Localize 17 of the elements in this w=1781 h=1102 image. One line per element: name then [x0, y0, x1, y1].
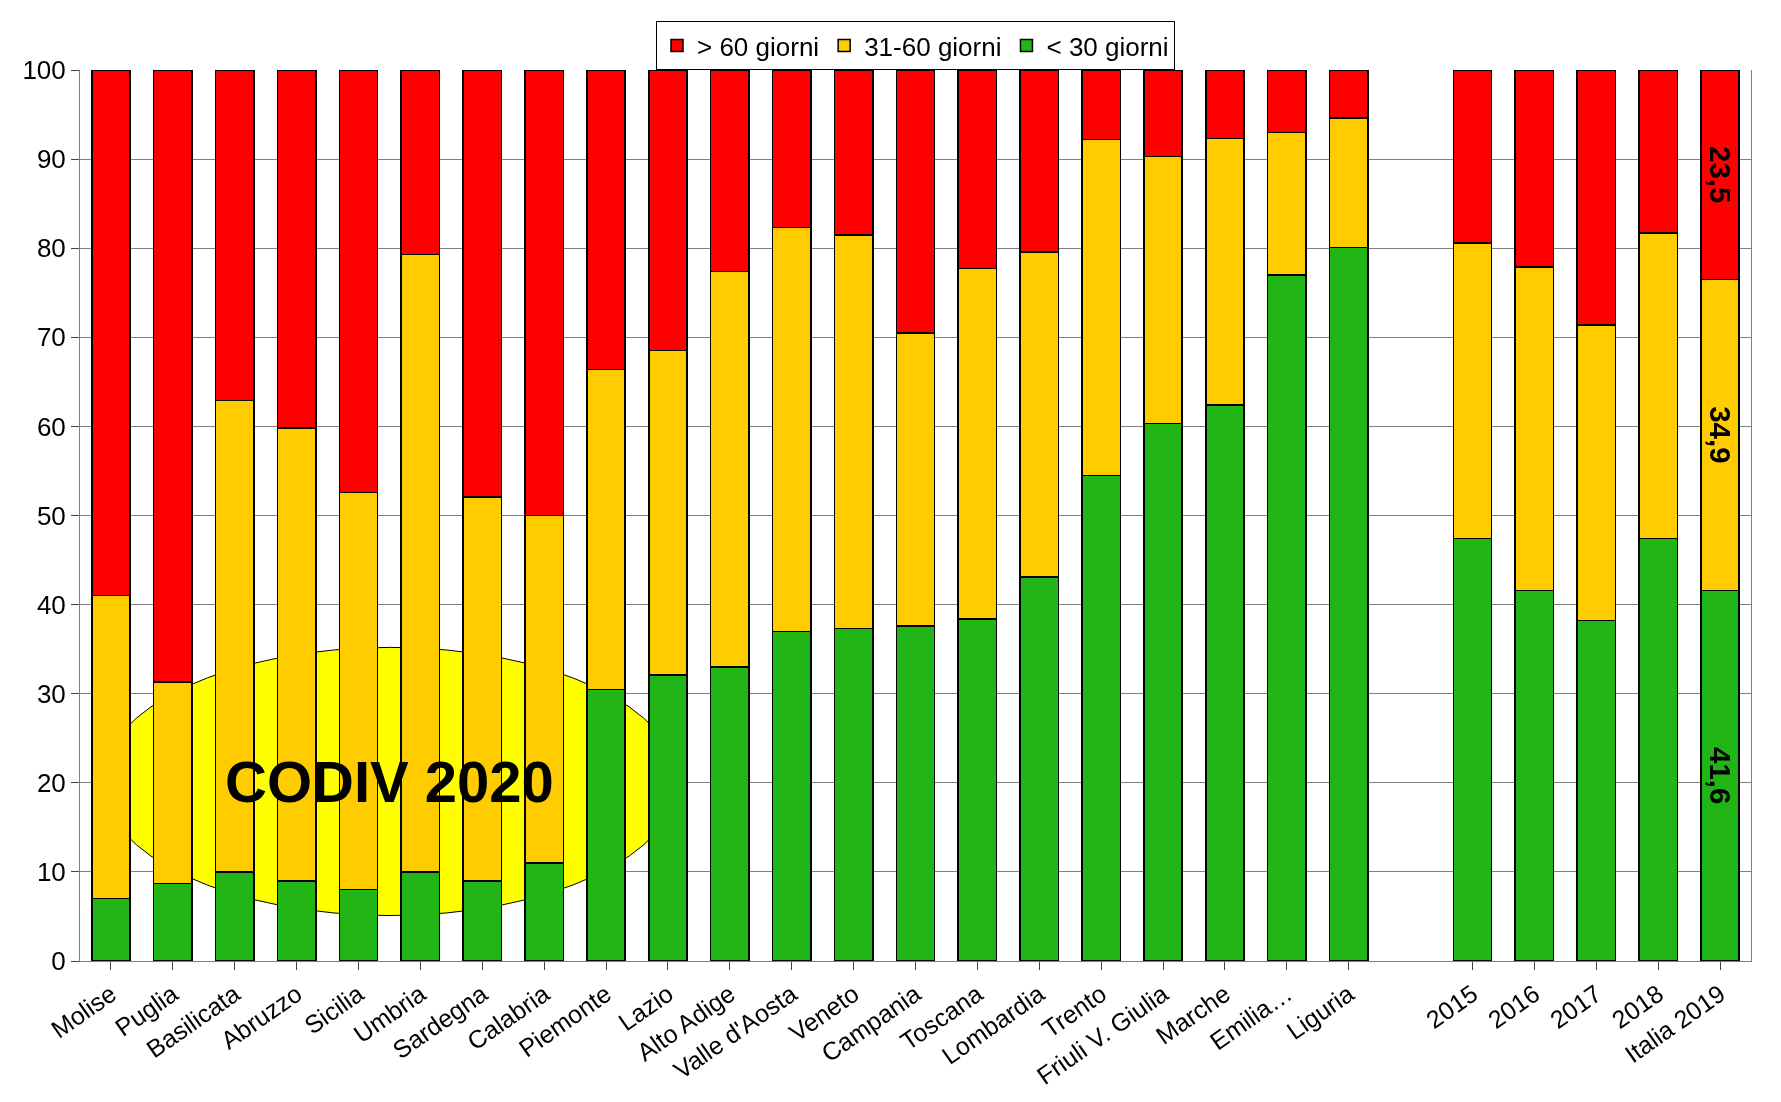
y-tick-label: 10 — [36, 857, 66, 887]
data-label: 23,5 — [1703, 146, 1737, 204]
y-tick-label: 20 — [36, 767, 66, 798]
legend-label: 31-60 giorni — [864, 31, 1002, 62]
y-tick-label: 40 — [36, 589, 66, 620]
data-label: 34,9 — [1703, 406, 1737, 464]
legend-label: < 30 giorni — [1046, 31, 1169, 62]
y-tick-label: 0 — [51, 946, 66, 977]
y-tick-label: 30 — [36, 678, 66, 709]
y-tick-label: 90 — [36, 144, 66, 175]
data-label: 41,6 — [1703, 747, 1737, 805]
y-tick-label: 60 — [36, 411, 66, 442]
y-tick-label: 50 — [36, 500, 66, 531]
y-tick-label: 80 — [36, 233, 66, 264]
y-tick-label: 100 — [22, 55, 66, 86]
legend-label: > 60 giorni — [697, 31, 820, 62]
y-tick-label: 70 — [36, 322, 66, 353]
